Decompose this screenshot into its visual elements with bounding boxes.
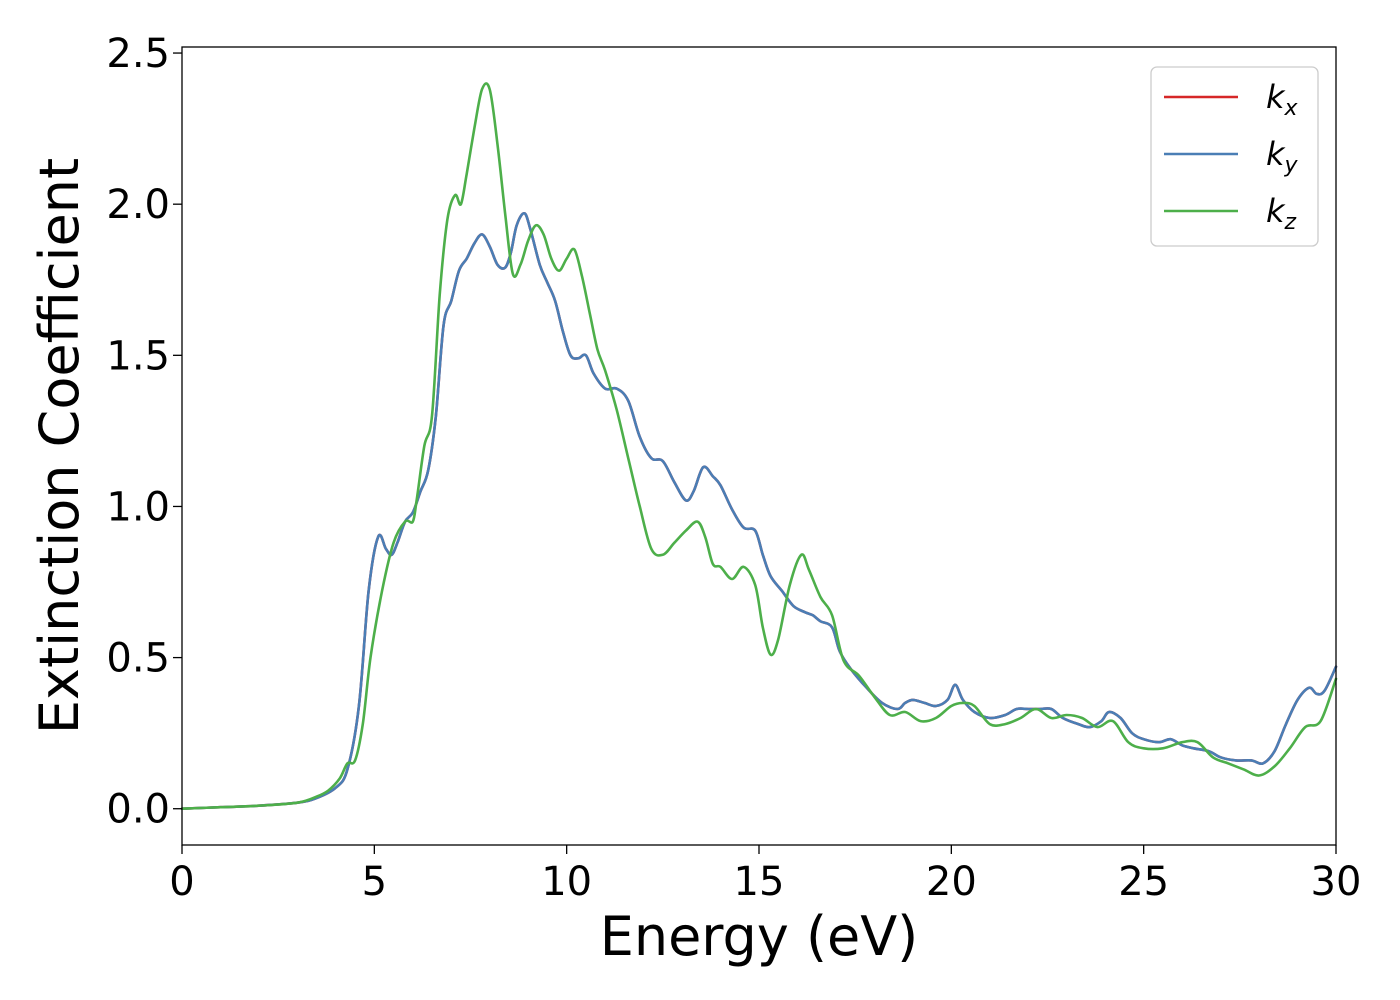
x-axis-label: Energy (eV) (600, 905, 919, 968)
legend-label-kz: kz (1266, 192, 1297, 235)
y-axis-label: Extinction Coefficient (28, 158, 91, 734)
legend-frame (1150, 66, 1319, 247)
legend-label-ky: ky (1266, 135, 1299, 178)
x-tick-label: 30 (1311, 859, 1362, 905)
y-tick-label: 2.0 (106, 182, 170, 228)
y-tick-label: 0.0 (106, 787, 170, 833)
series-line-ky (180, 212, 1338, 810)
y-ticks: 0.0 0.5 1.0 1.5 2.0 2.5 (106, 31, 182, 833)
x-tick-label: 15 (734, 859, 785, 905)
legend-label-kx: kx (1266, 78, 1299, 121)
x-ticks: 0 5 10 15 20 25 30 (169, 845, 1361, 905)
y-tick-label: 1.0 (106, 484, 170, 530)
x-tick-label: 20 (926, 859, 977, 905)
x-tick-label: 5 (362, 859, 387, 905)
legend-entries: kx ky kz (1164, 78, 1299, 235)
series-layer (180, 82, 1338, 810)
series-line-kz (180, 82, 1338, 810)
legend: kx ky kz (1150, 66, 1319, 247)
x-tick-label: 25 (1118, 859, 1169, 905)
x-tick-label: 10 (541, 859, 592, 905)
x-tick-label: 0 (169, 859, 194, 905)
y-tick-label: 0.5 (106, 636, 170, 682)
y-tick-label: 1.5 (106, 333, 170, 379)
y-tick-label: 2.5 (106, 31, 170, 77)
